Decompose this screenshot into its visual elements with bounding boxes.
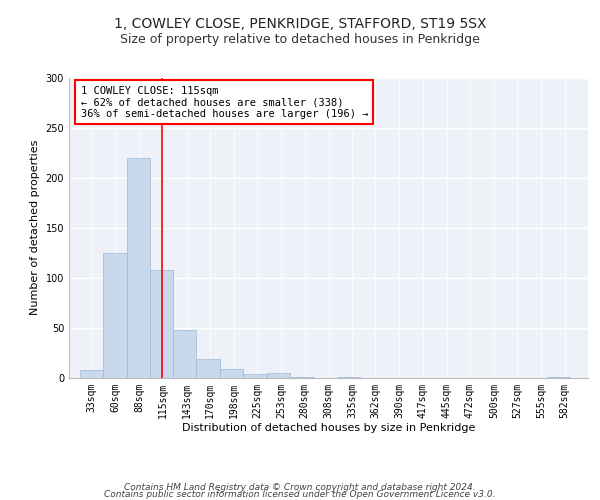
Text: 1, COWLEY CLOSE, PENKRIDGE, STAFFORD, ST19 5SX: 1, COWLEY CLOSE, PENKRIDGE, STAFFORD, ST… (114, 18, 486, 32)
Text: Contains public sector information licensed under the Open Government Licence v3: Contains public sector information licen… (104, 490, 496, 499)
Text: Contains HM Land Registry data © Crown copyright and database right 2024.: Contains HM Land Registry data © Crown c… (124, 484, 476, 492)
Bar (173, 330, 196, 378)
Text: Size of property relative to detached houses in Penkridge: Size of property relative to detached ho… (120, 32, 480, 46)
Bar (80, 370, 103, 378)
X-axis label: Distribution of detached houses by size in Penkridge: Distribution of detached houses by size … (182, 423, 475, 433)
Bar (243, 374, 266, 378)
Bar (547, 376, 571, 378)
Bar (220, 368, 243, 378)
Bar (103, 252, 127, 378)
Bar (150, 270, 173, 378)
Bar (337, 376, 360, 378)
Y-axis label: Number of detached properties: Number of detached properties (30, 140, 40, 315)
Bar (290, 376, 314, 378)
Bar (267, 372, 290, 378)
Bar (127, 158, 150, 378)
Text: 1 COWLEY CLOSE: 115sqm
← 62% of detached houses are smaller (338)
36% of semi-de: 1 COWLEY CLOSE: 115sqm ← 62% of detached… (80, 86, 368, 118)
Bar (196, 358, 220, 378)
